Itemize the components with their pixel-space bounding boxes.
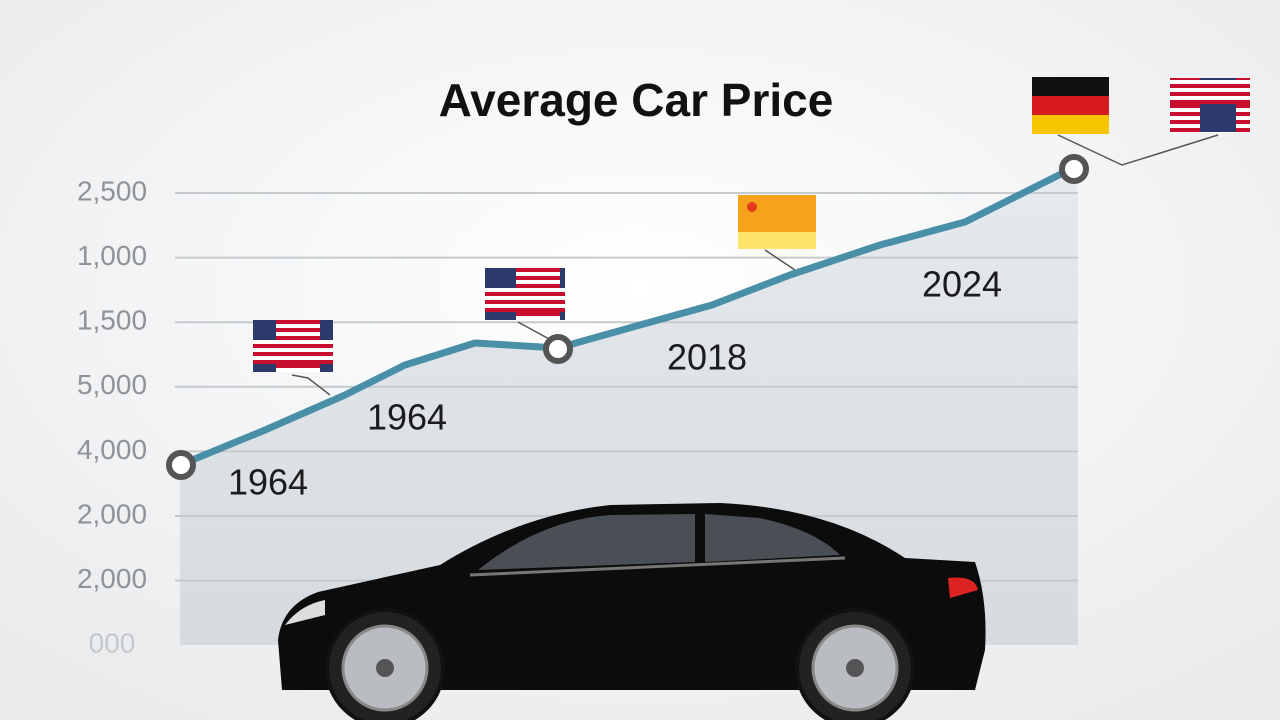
flag-us	[485, 268, 565, 320]
y-axis: 2,500 1,000 1,500 5,000 4,000 2,000 2,000 000	[77, 175, 147, 658]
y-axis-label: 000	[89, 628, 136, 659]
title: Average Car Price	[439, 74, 834, 126]
annotation: 1964	[367, 397, 447, 438]
y-axis-label: 1,000	[77, 240, 147, 271]
y-axis-label: 2,000	[77, 563, 147, 594]
y-axis-label: 2,000	[77, 498, 147, 529]
annotation: 2024	[922, 264, 1002, 305]
y-axis-label: 4,000	[77, 434, 147, 465]
area	[180, 168, 1078, 645]
flag-china	[738, 195, 816, 249]
car	[278, 503, 986, 720]
y-axis-label: 1,500	[77, 305, 147, 336]
price-line	[178, 164, 1075, 469]
flag-us	[1170, 78, 1250, 133]
flag-germany	[1032, 77, 1109, 134]
y-axis-label: 2,500	[77, 175, 147, 206]
markers	[166, 154, 1089, 480]
flag-us	[253, 320, 333, 372]
y-axis-label: 5,000	[77, 369, 147, 400]
annotation: 1964	[228, 462, 308, 503]
annotation: 2018	[667, 337, 747, 378]
